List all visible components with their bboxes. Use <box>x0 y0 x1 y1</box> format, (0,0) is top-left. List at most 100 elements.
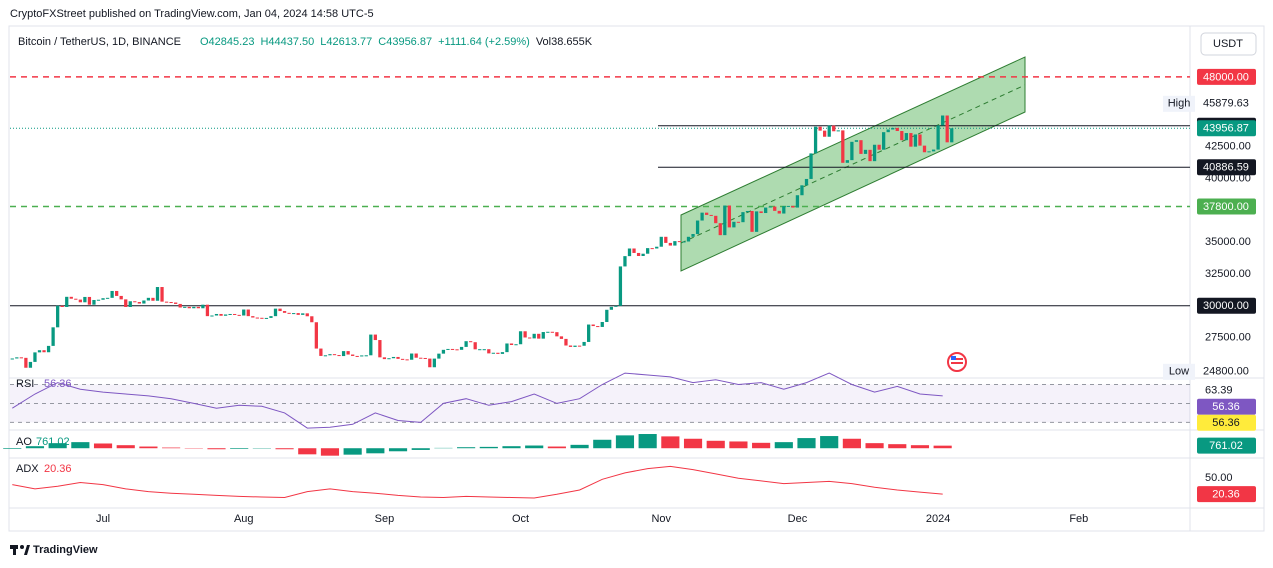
candle <box>573 345 577 347</box>
candle <box>419 357 423 359</box>
candle <box>550 331 554 333</box>
low-label: Low <box>1169 366 1189 378</box>
candle <box>727 205 731 228</box>
ohlc-value: L42613.77 <box>320 36 372 48</box>
candle <box>378 340 382 358</box>
indicator-name: ADX <box>16 463 39 475</box>
histogram-bar <box>343 448 362 455</box>
candle <box>42 350 46 353</box>
candle <box>523 331 527 338</box>
candle <box>782 206 786 214</box>
candle <box>854 140 859 142</box>
y-tick-label: 42500.00 <box>1205 141 1251 153</box>
candle <box>659 236 663 247</box>
candle <box>614 305 618 307</box>
candle <box>718 223 722 236</box>
candle <box>115 290 119 296</box>
histogram-bar <box>93 443 113 449</box>
published-note: CryptoFXStreet published on TradingView.… <box>10 8 374 20</box>
candle <box>223 314 228 316</box>
candle <box>437 353 441 359</box>
candle <box>24 357 28 368</box>
candle <box>795 195 800 208</box>
ohlc-value: +1111.64 (+2.59%) <box>438 36 530 48</box>
price-badge <box>1197 437 1256 454</box>
candle <box>464 341 468 347</box>
candle <box>886 129 890 133</box>
price-badge-label: 30000.00 <box>1203 300 1249 312</box>
high-label: High <box>1168 98 1191 110</box>
candle <box>78 299 82 303</box>
candle <box>537 333 541 339</box>
candle <box>278 308 282 312</box>
histogram-bar <box>479 446 498 449</box>
histogram-bar <box>139 446 158 449</box>
price-badge-label: 761.02 <box>1209 440 1243 452</box>
candle <box>809 153 813 179</box>
histogram-bar <box>298 448 317 455</box>
candle <box>346 351 350 355</box>
candle <box>355 355 359 357</box>
histogram-bar <box>320 448 340 456</box>
candle <box>246 309 250 317</box>
price-badge-label: 56.36 <box>1212 417 1240 429</box>
candle <box>918 134 922 146</box>
candle <box>92 299 96 305</box>
candle <box>142 300 146 304</box>
candle <box>282 311 287 313</box>
candle <box>96 299 101 301</box>
candle <box>836 130 840 132</box>
low-tag <box>1163 363 1195 380</box>
histogram-bar <box>3 448 22 449</box>
candle <box>201 304 205 309</box>
candle <box>292 313 296 315</box>
high-tag <box>1163 95 1195 112</box>
histogram-bar <box>615 435 635 449</box>
candle <box>251 316 255 318</box>
candle <box>950 128 954 143</box>
candle <box>60 305 64 307</box>
y-tick-label: 40000.00 <box>1205 172 1251 184</box>
brand-name: TradingView <box>33 544 98 556</box>
indicator-line <box>12 372 943 429</box>
candle <box>305 313 309 317</box>
candle <box>823 130 827 137</box>
candle <box>677 241 682 243</box>
price-badge <box>1197 198 1256 215</box>
candle <box>936 125 940 150</box>
candle <box>87 296 92 305</box>
histogram-bar <box>910 445 930 449</box>
histogram-bar <box>752 442 771 449</box>
histogram-bar <box>525 445 544 449</box>
candle <box>882 132 886 150</box>
candle <box>705 212 709 215</box>
currency-label[interactable]: USDT <box>1213 38 1243 50</box>
candle <box>391 356 396 359</box>
candle <box>396 356 400 359</box>
indicator-value: 20.36 <box>44 463 72 475</box>
histogram-bar <box>25 446 45 449</box>
price-badge <box>1197 159 1256 176</box>
level-band <box>10 384 1190 423</box>
ohlc-value: H44437.50 <box>260 36 314 48</box>
candle <box>301 313 305 315</box>
candle <box>564 338 568 346</box>
price-badge-label: 48000.00 <box>1203 71 1249 83</box>
candle <box>623 256 627 267</box>
candle <box>922 145 927 153</box>
histogram-bar <box>820 436 839 449</box>
histogram-bar <box>162 447 181 449</box>
brand-logo <box>10 545 30 555</box>
candle <box>487 349 491 354</box>
candle <box>137 302 141 304</box>
candle <box>764 207 768 214</box>
candle <box>155 287 160 301</box>
histogram-bar <box>865 443 884 449</box>
candle <box>455 349 459 351</box>
histogram-bar <box>502 446 521 449</box>
indicator-name: AO <box>16 436 32 448</box>
currency-button[interactable] <box>1200 32 1257 56</box>
candle <box>514 344 518 346</box>
candle <box>768 206 772 208</box>
price-badge-label: 40886.59 <box>1203 162 1249 174</box>
